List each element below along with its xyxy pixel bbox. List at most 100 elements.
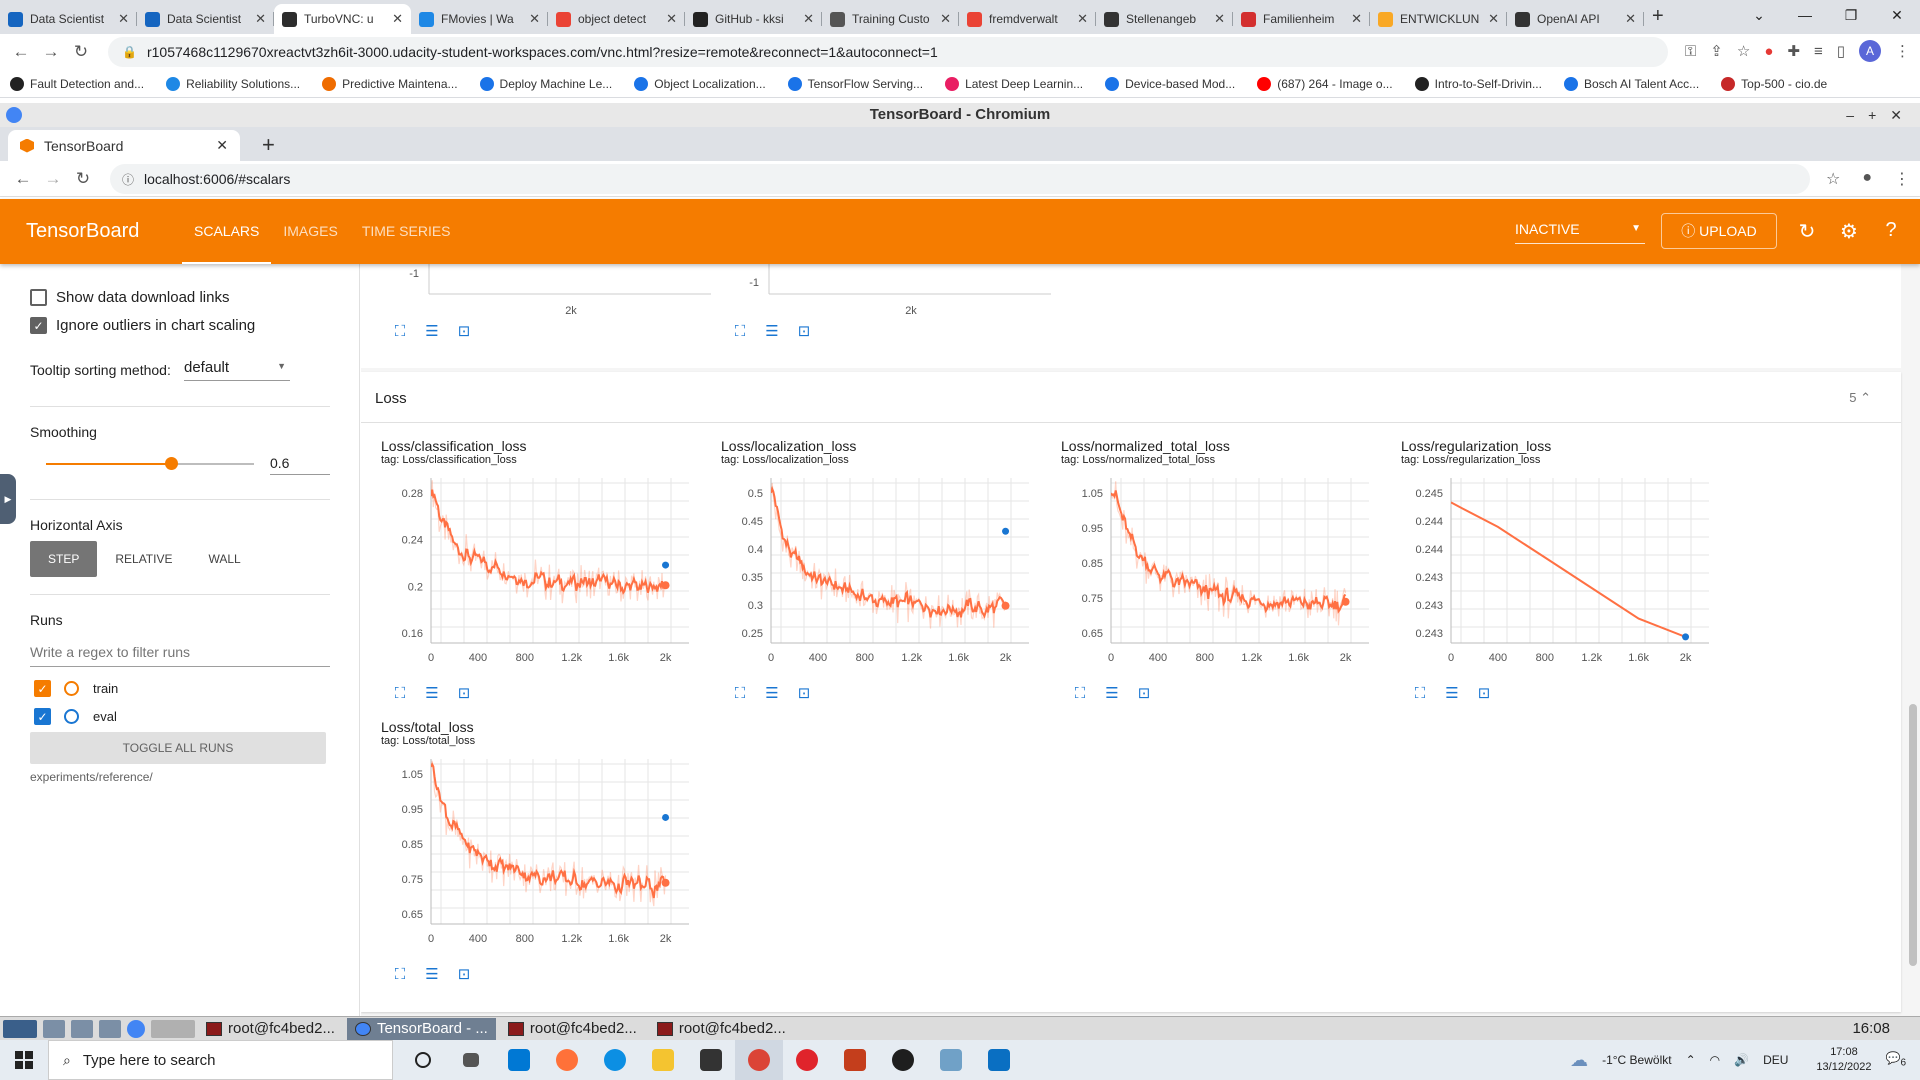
toggle-log-icon[interactable]: ☰ bbox=[765, 685, 779, 702]
outer-tab[interactable]: Familienheim ✕ bbox=[1233, 4, 1370, 34]
bookmark-item[interactable]: (687) 264 - Image o... bbox=[1257, 76, 1393, 91]
fullscreen-icon[interactable]: ⛶ bbox=[394, 966, 406, 983]
fullscreen-icon[interactable]: ⛶ bbox=[1414, 685, 1426, 702]
url-field[interactable]: 🔒 r1057468c1129670xreactvt3zh6it-3000.ud… bbox=[108, 37, 1668, 67]
loss-group-title[interactable]: Loss bbox=[375, 390, 407, 407]
mail-icon[interactable] bbox=[495, 1040, 543, 1080]
close-tab-icon[interactable]: ✕ bbox=[803, 11, 814, 26]
opera-taskbar-icon[interactable] bbox=[783, 1040, 831, 1080]
bookmark-star-icon[interactable]: ☆ bbox=[1736, 43, 1751, 60]
tooltip-sort-select[interactable]: default ▼ bbox=[184, 359, 290, 381]
bookmark-item[interactable]: Object Localization... bbox=[634, 76, 766, 91]
ignore-outliers-checkbox[interactable]: ✓ Ignore outliers in chart scaling bbox=[30, 317, 255, 334]
outer-tab[interactable]: GitHub - kksi ✕ bbox=[685, 4, 822, 34]
bookmark-item[interactable]: Intro-to-Self-Drivin... bbox=[1414, 76, 1542, 91]
main-scrollbar[interactable] bbox=[1906, 264, 1920, 1016]
scrollbar-thumb[interactable] bbox=[1909, 704, 1917, 966]
fullscreen-icon[interactable]: ⛶ bbox=[734, 685, 746, 702]
forward-icon[interactable]: → bbox=[42, 42, 60, 61]
fit-domain-icon[interactable]: ⊡ bbox=[797, 685, 811, 702]
close-tab-icon[interactable]: ✕ bbox=[255, 11, 266, 26]
windows-search-box[interactable]: ⌕ Type here to search bbox=[48, 1040, 393, 1080]
vnc-terminal-icon[interactable] bbox=[71, 1019, 93, 1038]
line-chart[interactable]: 0.5 0.45 0.4 0.35 0.3 0.25 0 400 800 1.2k 1.6k 2k bbox=[701, 468, 1041, 678]
upload-button[interactable]: ⓘ UPLOAD bbox=[1661, 213, 1777, 249]
bookmark-item[interactable]: Latest Deep Learnin... bbox=[945, 76, 1083, 91]
tab-search-icon[interactable]: ⌄ bbox=[1753, 6, 1765, 23]
fit-domain-icon[interactable]: ⊡ bbox=[457, 323, 471, 340]
toggle-log-icon[interactable]: ☰ bbox=[765, 323, 779, 340]
inner-star-icon[interactable]: ☆ bbox=[1825, 171, 1841, 188]
vnc-files-icon[interactable] bbox=[43, 1019, 65, 1038]
reload-icon[interactable]: ↻ bbox=[73, 42, 89, 61]
line-chart[interactable]: 0.245 0.244 0.244 0.243 0.243 0.243 0 400 800 1.2… bbox=[1381, 468, 1721, 678]
menu-icon[interactable]: ⋮ bbox=[1895, 43, 1910, 60]
opera-icon[interactable]: ● bbox=[1764, 42, 1774, 60]
maximize-button[interactable]: ❐ bbox=[1844, 6, 1858, 23]
chrome-icon[interactable] bbox=[735, 1040, 783, 1080]
office-icon[interactable] bbox=[831, 1040, 879, 1080]
store-icon[interactable] bbox=[687, 1040, 735, 1080]
vnc-window-button[interactable]: root@fc4bed2... bbox=[500, 1018, 645, 1040]
outer-tab[interactable]: Data Scientist ✕ bbox=[137, 4, 274, 34]
axis-relative-button[interactable]: RELATIVE bbox=[115, 552, 173, 566]
explorer-icon[interactable] bbox=[639, 1040, 687, 1080]
close-window-button[interactable]: ✕ bbox=[1891, 6, 1903, 23]
loss-group-count[interactable]: 5 ⌃ bbox=[1849, 390, 1871, 405]
toggle-all-runs-button[interactable]: TOGGLE ALL RUNS bbox=[30, 732, 326, 764]
fit-domain-icon[interactable]: ⊡ bbox=[1137, 685, 1151, 702]
vnc-window-button[interactable]: TensorBoard - ... bbox=[346, 1017, 496, 1040]
toggle-log-icon[interactable]: ☰ bbox=[425, 966, 439, 983]
inner-new-tab-button[interactable]: + bbox=[262, 132, 275, 157]
help-icon[interactable]: ? bbox=[1885, 219, 1897, 241]
toggle-log-icon[interactable]: ☰ bbox=[425, 685, 439, 702]
bookmark-item[interactable]: Reliability Solutions... bbox=[166, 76, 300, 91]
outer-tab[interactable]: Data Scientist ✕ bbox=[0, 4, 137, 34]
plugin-select[interactable]: INACTIVE ▼ bbox=[1515, 216, 1645, 244]
smoothing-slider-thumb[interactable] bbox=[164, 457, 178, 470]
bookmark-item[interactable]: Bosch AI Talent Acc... bbox=[1563, 76, 1699, 91]
network-icon[interactable]: ◠ bbox=[1709, 1053, 1721, 1067]
axis-wall-button[interactable]: WALL bbox=[208, 552, 241, 566]
inner-url-field[interactable]: ⓘ localhost:6006/#scalars bbox=[110, 164, 1810, 194]
refresh-icon[interactable]: ↻ bbox=[1798, 221, 1816, 243]
vnc-window-button[interactable]: root@fc4bed2... bbox=[198, 1018, 343, 1040]
axis-step-button[interactable]: STEP bbox=[30, 541, 98, 577]
extensions-icon[interactable]: ✚ bbox=[1787, 43, 1800, 60]
line-chart[interactable]: 0.28 0.24 0.2 0.16 0 400 800 1.2k 1.6k 2k bbox=[361, 468, 701, 678]
inner-window-controls[interactable]: –+✕ bbox=[1846, 107, 1916, 123]
minimize-button[interactable]: — bbox=[1798, 7, 1812, 23]
weather-icon[interactable]: ☁ bbox=[1570, 1049, 1589, 1070]
tab-scalars[interactable]: SCALARS bbox=[182, 199, 272, 264]
photos-icon[interactable] bbox=[975, 1040, 1023, 1080]
sidepanel-icon[interactable]: ▯ bbox=[1836, 43, 1845, 60]
inner-back-icon[interactable]: ← bbox=[14, 168, 32, 188]
outer-tab[interactable]: FMovies | Wa ✕ bbox=[411, 4, 548, 34]
toggle-log-icon[interactable]: ☰ bbox=[425, 323, 439, 340]
vnc-window-button[interactable]: root@fc4bed2... bbox=[649, 1018, 794, 1040]
outer-tab[interactable]: TurboVNC: u ✕ bbox=[274, 4, 411, 34]
close-tab-icon[interactable]: ✕ bbox=[940, 11, 951, 26]
tab-images[interactable]: IMAGES bbox=[283, 223, 338, 239]
new-tab-button[interactable]: + bbox=[1652, 5, 1664, 27]
inner-forward-icon[interactable]: → bbox=[44, 168, 62, 188]
close-tab-icon[interactable]: ✕ bbox=[1625, 11, 1636, 26]
bookmark-item[interactable]: Fault Detection and... bbox=[10, 76, 144, 91]
avatar[interactable]: A bbox=[1859, 40, 1881, 62]
notification-center-icon[interactable]: 💬6 bbox=[1885, 1051, 1906, 1069]
inner-account-icon[interactable]: ● bbox=[1862, 169, 1872, 186]
vnc-desktop-icon[interactable] bbox=[99, 1019, 121, 1038]
vnc-start-icon[interactable] bbox=[3, 1019, 37, 1038]
run-train[interactable]: ✓ train bbox=[34, 680, 118, 697]
system-clock[interactable]: 17:08 13/12/2022 bbox=[1816, 1046, 1872, 1073]
fullscreen-icon[interactable]: ⛶ bbox=[1074, 685, 1086, 702]
bookmark-item[interactable]: TensorFlow Serving... bbox=[787, 76, 923, 91]
smoothing-input[interactable]: 0.6 bbox=[270, 455, 330, 475]
volume-icon[interactable]: 🔊 bbox=[1734, 1053, 1750, 1067]
run-eval-checkbox[interactable]: ✓ bbox=[34, 708, 51, 725]
close-tab-icon[interactable]: ✕ bbox=[666, 11, 677, 26]
language-indicator[interactable]: DEU bbox=[1763, 1053, 1789, 1067]
inner-tab-tensorboard[interactable]: TensorBoard ✕ bbox=[8, 130, 240, 161]
vnc-workspace-icon[interactable] bbox=[151, 1019, 195, 1038]
fullscreen-icon[interactable]: ⛶ bbox=[734, 323, 746, 340]
